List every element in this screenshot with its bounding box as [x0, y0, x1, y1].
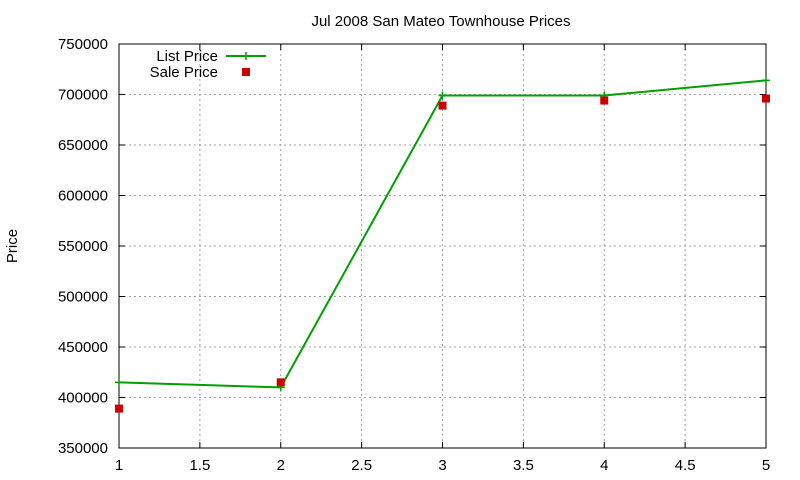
x-tick-label: 4.5	[675, 457, 696, 474]
x-tick-label: 1	[115, 457, 123, 474]
x-tick-label: 2	[277, 457, 285, 474]
legend-label: Sale Price	[150, 64, 218, 81]
data-series	[115, 76, 770, 413]
chart-title: Jul 2008 San Mateo Townhouse Prices	[311, 13, 570, 30]
y-axis-label: Price	[4, 229, 21, 263]
y-tick-label: 500000	[58, 289, 108, 306]
series-list-price	[115, 76, 770, 392]
x-tick-label: 3.5	[513, 457, 534, 474]
legend-swatch-marker	[242, 68, 250, 76]
sale-price-point	[600, 96, 609, 105]
y-tick-label: 750000	[58, 36, 108, 53]
x-tick-label: 4	[600, 457, 608, 474]
series-sale-price	[115, 94, 770, 413]
y-tick-label: 650000	[58, 137, 108, 154]
x-tick-label: 2.5	[351, 457, 372, 474]
x-tick-label: 5	[762, 457, 770, 474]
y-tick-label: 400000	[58, 390, 108, 407]
sale-price-point	[115, 404, 123, 413]
y-tick-label: 600000	[58, 188, 108, 205]
sale-price-point	[276, 378, 285, 387]
axis-ticks: 1 1.5 2 2.5 3 3.5 4 4.5 5 350000 400000 450000 50000…	[58, 36, 770, 474]
y-tick-label: 550000	[58, 238, 108, 255]
x-tick-label: 1.5	[189, 457, 210, 474]
sale-price-point	[762, 94, 770, 103]
y-tick-label: 700000	[58, 87, 108, 104]
y-tick-label: 450000	[58, 339, 108, 356]
legend-label: List Price	[156, 48, 218, 65]
y-tick-label: 350000	[58, 440, 108, 457]
x-tick-label: 3	[438, 457, 446, 474]
sale-price-point	[438, 101, 447, 110]
list-price-line	[118, 79, 767, 389]
